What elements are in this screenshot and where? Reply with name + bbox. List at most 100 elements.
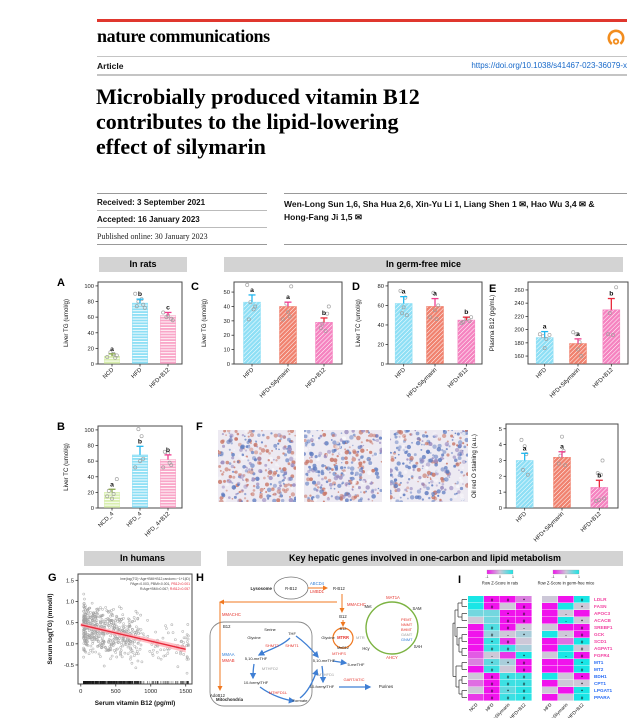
svg-text:#: # <box>491 667 494 672</box>
svg-text:#: # <box>523 667 526 672</box>
svg-text:NNMT: NNMT <box>401 622 413 627</box>
svg-text:Hcy: Hcy <box>362 646 370 651</box>
svg-text:0: 0 <box>565 575 567 579</box>
svg-text:a: a <box>560 444 564 451</box>
svg-text:PAge=0.003, PBMI<0.001, PB12<0: PAge=0.003, PBMI<0.001, PB12<0.001 <box>130 582 190 586</box>
svg-text:-: - <box>565 632 567 637</box>
panel-letter-c: C <box>191 281 199 293</box>
header-divider-2 <box>97 74 627 76</box>
svg-text:Purines: Purines <box>379 684 393 689</box>
svg-text:MTHFS: MTHFS <box>332 651 346 656</box>
panel-letter-a: A <box>57 277 65 289</box>
svg-text:#: # <box>507 597 510 602</box>
chart-liver-tg-rats: 0 20 40 60 80 100 Liver TG (umol/g) a NCD b HFD c HF… <box>60 272 188 405</box>
svg-text:20: 20 <box>88 490 94 496</box>
histology-image-hfd <box>216 428 298 507</box>
svg-text:50: 50 <box>224 290 230 296</box>
section-header-germfree: In germ-free mice <box>224 257 623 272</box>
svg-text:PEMT: PEMT <box>401 617 412 622</box>
svg-text:#: # <box>507 674 510 679</box>
svg-text:NCD_4: NCD_4 <box>98 511 116 529</box>
svg-text:*: * <box>491 639 493 644</box>
svg-text:HFD_4: HFD_4 <box>126 511 144 529</box>
svg-text:Plasma B12 (pg/mL): Plasma B12 (pg/mL) <box>489 295 496 351</box>
svg-text:Serum log(TG) (mmol/l): Serum log(TG) (mmol/l) <box>47 593 54 664</box>
svg-text:b: b <box>322 310 326 317</box>
svg-text:R-B12: R-B12 <box>285 586 298 591</box>
svg-text:#: # <box>491 681 494 686</box>
svg-text:HFD: HFD <box>131 367 144 380</box>
svg-text:2: 2 <box>499 474 502 480</box>
svg-text:Formate: Formate <box>293 698 309 703</box>
svg-text:HFD: HFD <box>243 367 256 380</box>
authors-line-1: Wen-Long Sun 1,6, Sha Hua 2,6, Xin-Yu Li… <box>284 199 595 209</box>
svg-text:HFD: HFD <box>542 702 553 713</box>
svg-text:1.0: 1.0 <box>66 600 74 606</box>
svg-text:*: * <box>491 660 493 665</box>
svg-text:SCD1: SCD1 <box>594 639 607 644</box>
section-header-humans: In humans <box>84 551 201 566</box>
svg-text:-: - <box>565 611 567 616</box>
svg-text:SHMT1: SHMT1 <box>285 643 299 648</box>
svg-text:240: 240 <box>514 301 524 307</box>
svg-text:Glycine: Glycine <box>321 635 335 640</box>
svg-text:20: 20 <box>224 333 230 339</box>
svg-text:220: 220 <box>514 314 524 320</box>
svg-text:LMBD1: LMBD1 <box>310 589 325 594</box>
svg-text:1: 1 <box>499 490 502 496</box>
heatmap-gene-expression: -1 0 1 Row Z-Score in rats -1 0 1 Row Z-Score i… <box>450 566 634 718</box>
svg-text:#: # <box>523 604 526 609</box>
svg-text:MT1: MT1 <box>594 660 604 665</box>
svg-text:HFD: HFD <box>515 511 528 524</box>
svg-text:a: a <box>523 445 527 452</box>
open-access-icon[interactable] <box>605 26 627 48</box>
svg-text:FGFR4: FGFR4 <box>594 653 610 658</box>
section-header-rats: In rats <box>99 257 187 272</box>
svg-text:HFD+B12: HFD+B12 <box>447 367 470 390</box>
chart-plasma-b12: 160 180 200 220 240 260 Plasma B12 (pg/mL) a HFD… <box>486 272 634 405</box>
svg-text:0: 0 <box>91 362 94 368</box>
svg-text:60: 60 <box>88 315 94 321</box>
svg-text:*: * <box>581 618 583 623</box>
svg-text:*: * <box>581 688 583 693</box>
svg-text:ABCD4: ABCD4 <box>310 581 325 586</box>
svg-text:Serum vitamin B12 (pg/ml): Serum vitamin B12 (pg/ml) <box>95 700 176 707</box>
svg-text:*: * <box>507 611 509 616</box>
svg-text:SREBF1: SREBF1 <box>594 625 613 630</box>
svg-text:SHMT2: SHMT2 <box>265 643 279 648</box>
svg-text:40: 40 <box>224 304 230 310</box>
panel-letter-e: E <box>489 283 497 295</box>
svg-text:5: 5 <box>499 427 502 433</box>
svg-text:#: # <box>523 618 526 623</box>
svg-text:GCK: GCK <box>594 632 605 637</box>
svg-text:HFD_4+B12: HFD_4+B12 <box>144 511 171 538</box>
svg-text:260: 260 <box>514 288 524 294</box>
svg-text:#: # <box>507 625 510 630</box>
svg-text:0: 0 <box>499 506 502 512</box>
svg-text:500: 500 <box>111 689 121 695</box>
doi-link[interactable]: https://doi.org/10.1038/s41467-023-36079… <box>471 61 627 70</box>
svg-text:*: * <box>581 604 583 609</box>
svg-text:LPGAT1: LPGAT1 <box>594 688 613 693</box>
svg-text:#: # <box>581 639 584 644</box>
svg-text:b: b <box>609 291 613 298</box>
svg-text:#: # <box>523 611 526 616</box>
svg-text:a: a <box>110 481 114 488</box>
svg-text:30: 30 <box>224 319 230 325</box>
svg-text:R²Age+BMI=0.067; R²B12=0.057: R²Age+BMI=0.067; R²B12=0.057 <box>140 587 190 591</box>
svg-text:CPT1: CPT1 <box>594 681 606 686</box>
svg-text:0.5: 0.5 <box>66 621 74 627</box>
svg-text:80: 80 <box>88 300 94 306</box>
svg-text:Mitochondria: Mitochondria <box>216 697 244 702</box>
chart-liver-tg-mice: 0 10 20 30 40 50 Liver TG (umol/g) a HFD a HFD+Sil… <box>198 272 348 405</box>
svg-text:MTRR: MTRR <box>337 635 349 640</box>
accepted-date: Accepted: 16 January 2023 <box>97 211 267 228</box>
chart-liver-tc-rats: 0 20 40 60 80 100 Liver TC (umol/g) a NCD_4 b HFD_… <box>60 416 188 551</box>
svg-text:#: # <box>491 646 494 651</box>
svg-text:NCD: NCD <box>102 367 115 380</box>
svg-text:a: a <box>576 331 580 338</box>
svg-text:THF: THF <box>288 631 296 636</box>
svg-text:1: 1 <box>578 575 580 579</box>
svg-text:a: a <box>250 287 254 294</box>
masthead-rule <box>97 19 627 22</box>
